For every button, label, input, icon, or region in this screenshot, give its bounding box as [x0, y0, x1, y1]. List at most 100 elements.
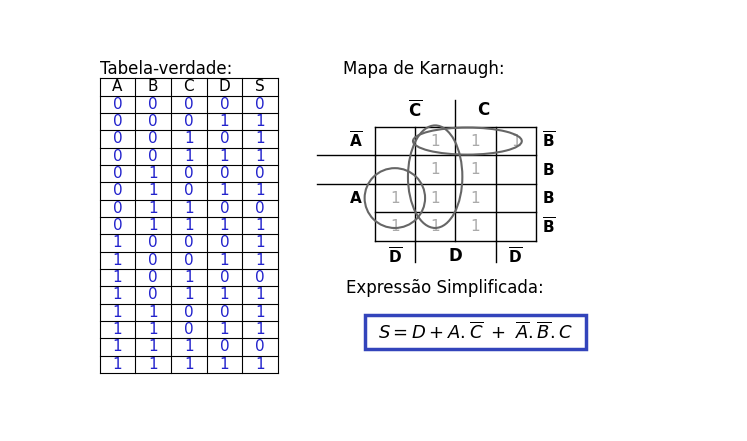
Text: $\mathbf{A}$: $\mathbf{A}$ [350, 190, 363, 206]
Text: 0: 0 [220, 97, 229, 112]
Text: $\mathbf{D}$: $\mathbf{D}$ [448, 247, 462, 265]
Text: 0: 0 [184, 253, 193, 268]
Text: A: A [112, 79, 123, 94]
Text: 1: 1 [148, 218, 158, 233]
Text: 1: 1 [220, 288, 229, 303]
Text: 0: 0 [113, 218, 123, 233]
Text: 1: 1 [184, 149, 193, 164]
Text: 1: 1 [184, 270, 193, 285]
Text: 1: 1 [471, 219, 480, 234]
Text: 1: 1 [113, 305, 123, 320]
Text: 0: 0 [184, 114, 193, 129]
Text: 0: 0 [184, 322, 193, 337]
Text: 1: 1 [148, 305, 158, 320]
Text: 0: 0 [148, 97, 158, 112]
Text: 1: 1 [184, 201, 193, 216]
Text: Expressão Simplificada:: Expressão Simplificada: [346, 279, 544, 296]
Text: D: D [218, 79, 230, 94]
Text: 0: 0 [220, 166, 229, 181]
Text: 1: 1 [220, 322, 229, 337]
Text: 1: 1 [148, 166, 158, 181]
Text: 1: 1 [471, 134, 480, 149]
Text: 0: 0 [255, 270, 265, 285]
Text: 1: 1 [220, 253, 229, 268]
Text: 1: 1 [255, 114, 265, 129]
Text: 0: 0 [184, 166, 193, 181]
Text: 0: 0 [113, 166, 123, 181]
Text: 1: 1 [255, 149, 265, 164]
Text: 1: 1 [255, 183, 265, 198]
Text: $\overline{\mathbf{A}}$: $\overline{\mathbf{A}}$ [350, 131, 363, 151]
Text: 0: 0 [220, 201, 229, 216]
Text: 1: 1 [220, 357, 229, 372]
Text: 1: 1 [148, 183, 158, 198]
Text: 0: 0 [255, 201, 265, 216]
Text: 0: 0 [220, 270, 229, 285]
Text: $\overline{\mathbf{D}}$: $\overline{\mathbf{D}}$ [509, 247, 523, 267]
Text: 0: 0 [113, 201, 123, 216]
Text: 0: 0 [220, 340, 229, 355]
Text: 1: 1 [220, 183, 229, 198]
Text: 0: 0 [184, 97, 193, 112]
Text: 1: 1 [430, 134, 440, 149]
Text: 1: 1 [184, 357, 193, 372]
Text: $S = D + A.\overline{C}\ +\ \overline{A}.\overline{B}.C$: $S = D + A.\overline{C}\ +\ \overline{A}… [377, 321, 572, 343]
Text: 0: 0 [113, 114, 123, 129]
Text: 1: 1 [184, 218, 193, 233]
Text: 1: 1 [113, 340, 123, 355]
Text: 0: 0 [220, 305, 229, 320]
Text: 0: 0 [113, 131, 123, 146]
Text: 1: 1 [113, 357, 123, 372]
Text: 1: 1 [390, 191, 400, 206]
Text: $\mathbf{B}$: $\mathbf{B}$ [542, 161, 554, 178]
Text: 0: 0 [148, 235, 158, 250]
Text: 0: 0 [184, 183, 193, 198]
Text: 1: 1 [471, 191, 480, 206]
Text: 0: 0 [255, 340, 265, 355]
Text: C: C [183, 79, 194, 94]
Text: $\mathbf{B}$: $\mathbf{B}$ [542, 190, 554, 206]
Text: 1: 1 [390, 219, 400, 234]
Text: B: B [148, 79, 158, 94]
Text: 0: 0 [148, 114, 158, 129]
Text: 0: 0 [255, 166, 265, 181]
Text: 0: 0 [148, 149, 158, 164]
Text: 1: 1 [255, 288, 265, 303]
Text: 1: 1 [184, 288, 193, 303]
Text: 1: 1 [148, 340, 158, 355]
Text: 1: 1 [113, 322, 123, 337]
Text: 1: 1 [255, 235, 265, 250]
Text: 1: 1 [148, 357, 158, 372]
Text: $\overline{\mathbf{B}}$: $\overline{\mathbf{B}}$ [542, 131, 556, 151]
Text: 0: 0 [148, 270, 158, 285]
Text: $\mathbf{C}$: $\mathbf{C}$ [477, 101, 490, 119]
Text: 1: 1 [430, 162, 440, 177]
Text: 0: 0 [148, 253, 158, 268]
Text: 0: 0 [113, 183, 123, 198]
Text: 0: 0 [184, 305, 193, 320]
Text: 1: 1 [255, 253, 265, 268]
Text: $\overline{\mathbf{B}}$: $\overline{\mathbf{B}}$ [542, 217, 556, 237]
Text: 0: 0 [148, 131, 158, 146]
Text: 1: 1 [113, 253, 123, 268]
Text: Tabela-verdade:: Tabela-verdade: [99, 60, 232, 78]
Text: $\overline{\mathbf{D}}$: $\overline{\mathbf{D}}$ [388, 247, 402, 267]
Text: 1: 1 [113, 270, 123, 285]
Text: 0: 0 [220, 235, 229, 250]
Text: 0: 0 [220, 131, 229, 146]
Text: 1: 1 [184, 131, 193, 146]
Text: 1: 1 [255, 322, 265, 337]
Text: 0: 0 [148, 288, 158, 303]
Text: 1: 1 [148, 201, 158, 216]
Text: 1: 1 [184, 340, 193, 355]
Text: 0: 0 [113, 97, 123, 112]
Text: 1: 1 [113, 235, 123, 250]
Text: 1: 1 [148, 322, 158, 337]
Text: $\mathbf{\overline{C}}$: $\mathbf{\overline{C}}$ [408, 99, 422, 120]
Text: 1: 1 [430, 219, 440, 234]
Text: 1: 1 [255, 131, 265, 146]
Text: 0: 0 [113, 149, 123, 164]
Text: 0: 0 [255, 97, 265, 112]
Text: 1: 1 [255, 305, 265, 320]
Bar [365, 315, 586, 349]
